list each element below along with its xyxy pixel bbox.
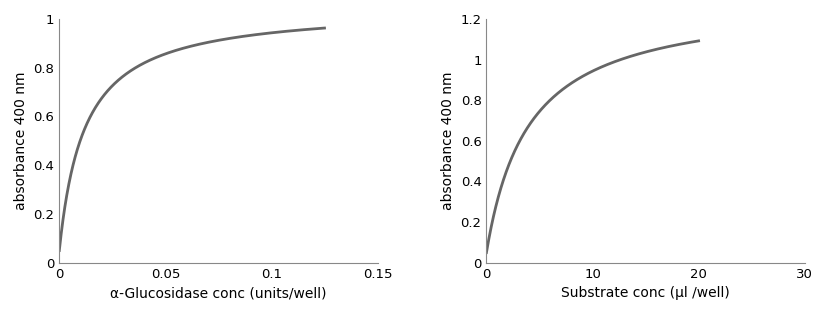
Y-axis label: absorbance 400 nm: absorbance 400 nm: [441, 72, 455, 210]
Y-axis label: absorbance 400 nm: absorbance 400 nm: [14, 72, 28, 210]
X-axis label: α-Glucosidase conc (units/well): α-Glucosidase conc (units/well): [110, 286, 327, 300]
X-axis label: Substrate conc (μl /well): Substrate conc (μl /well): [562, 286, 730, 300]
